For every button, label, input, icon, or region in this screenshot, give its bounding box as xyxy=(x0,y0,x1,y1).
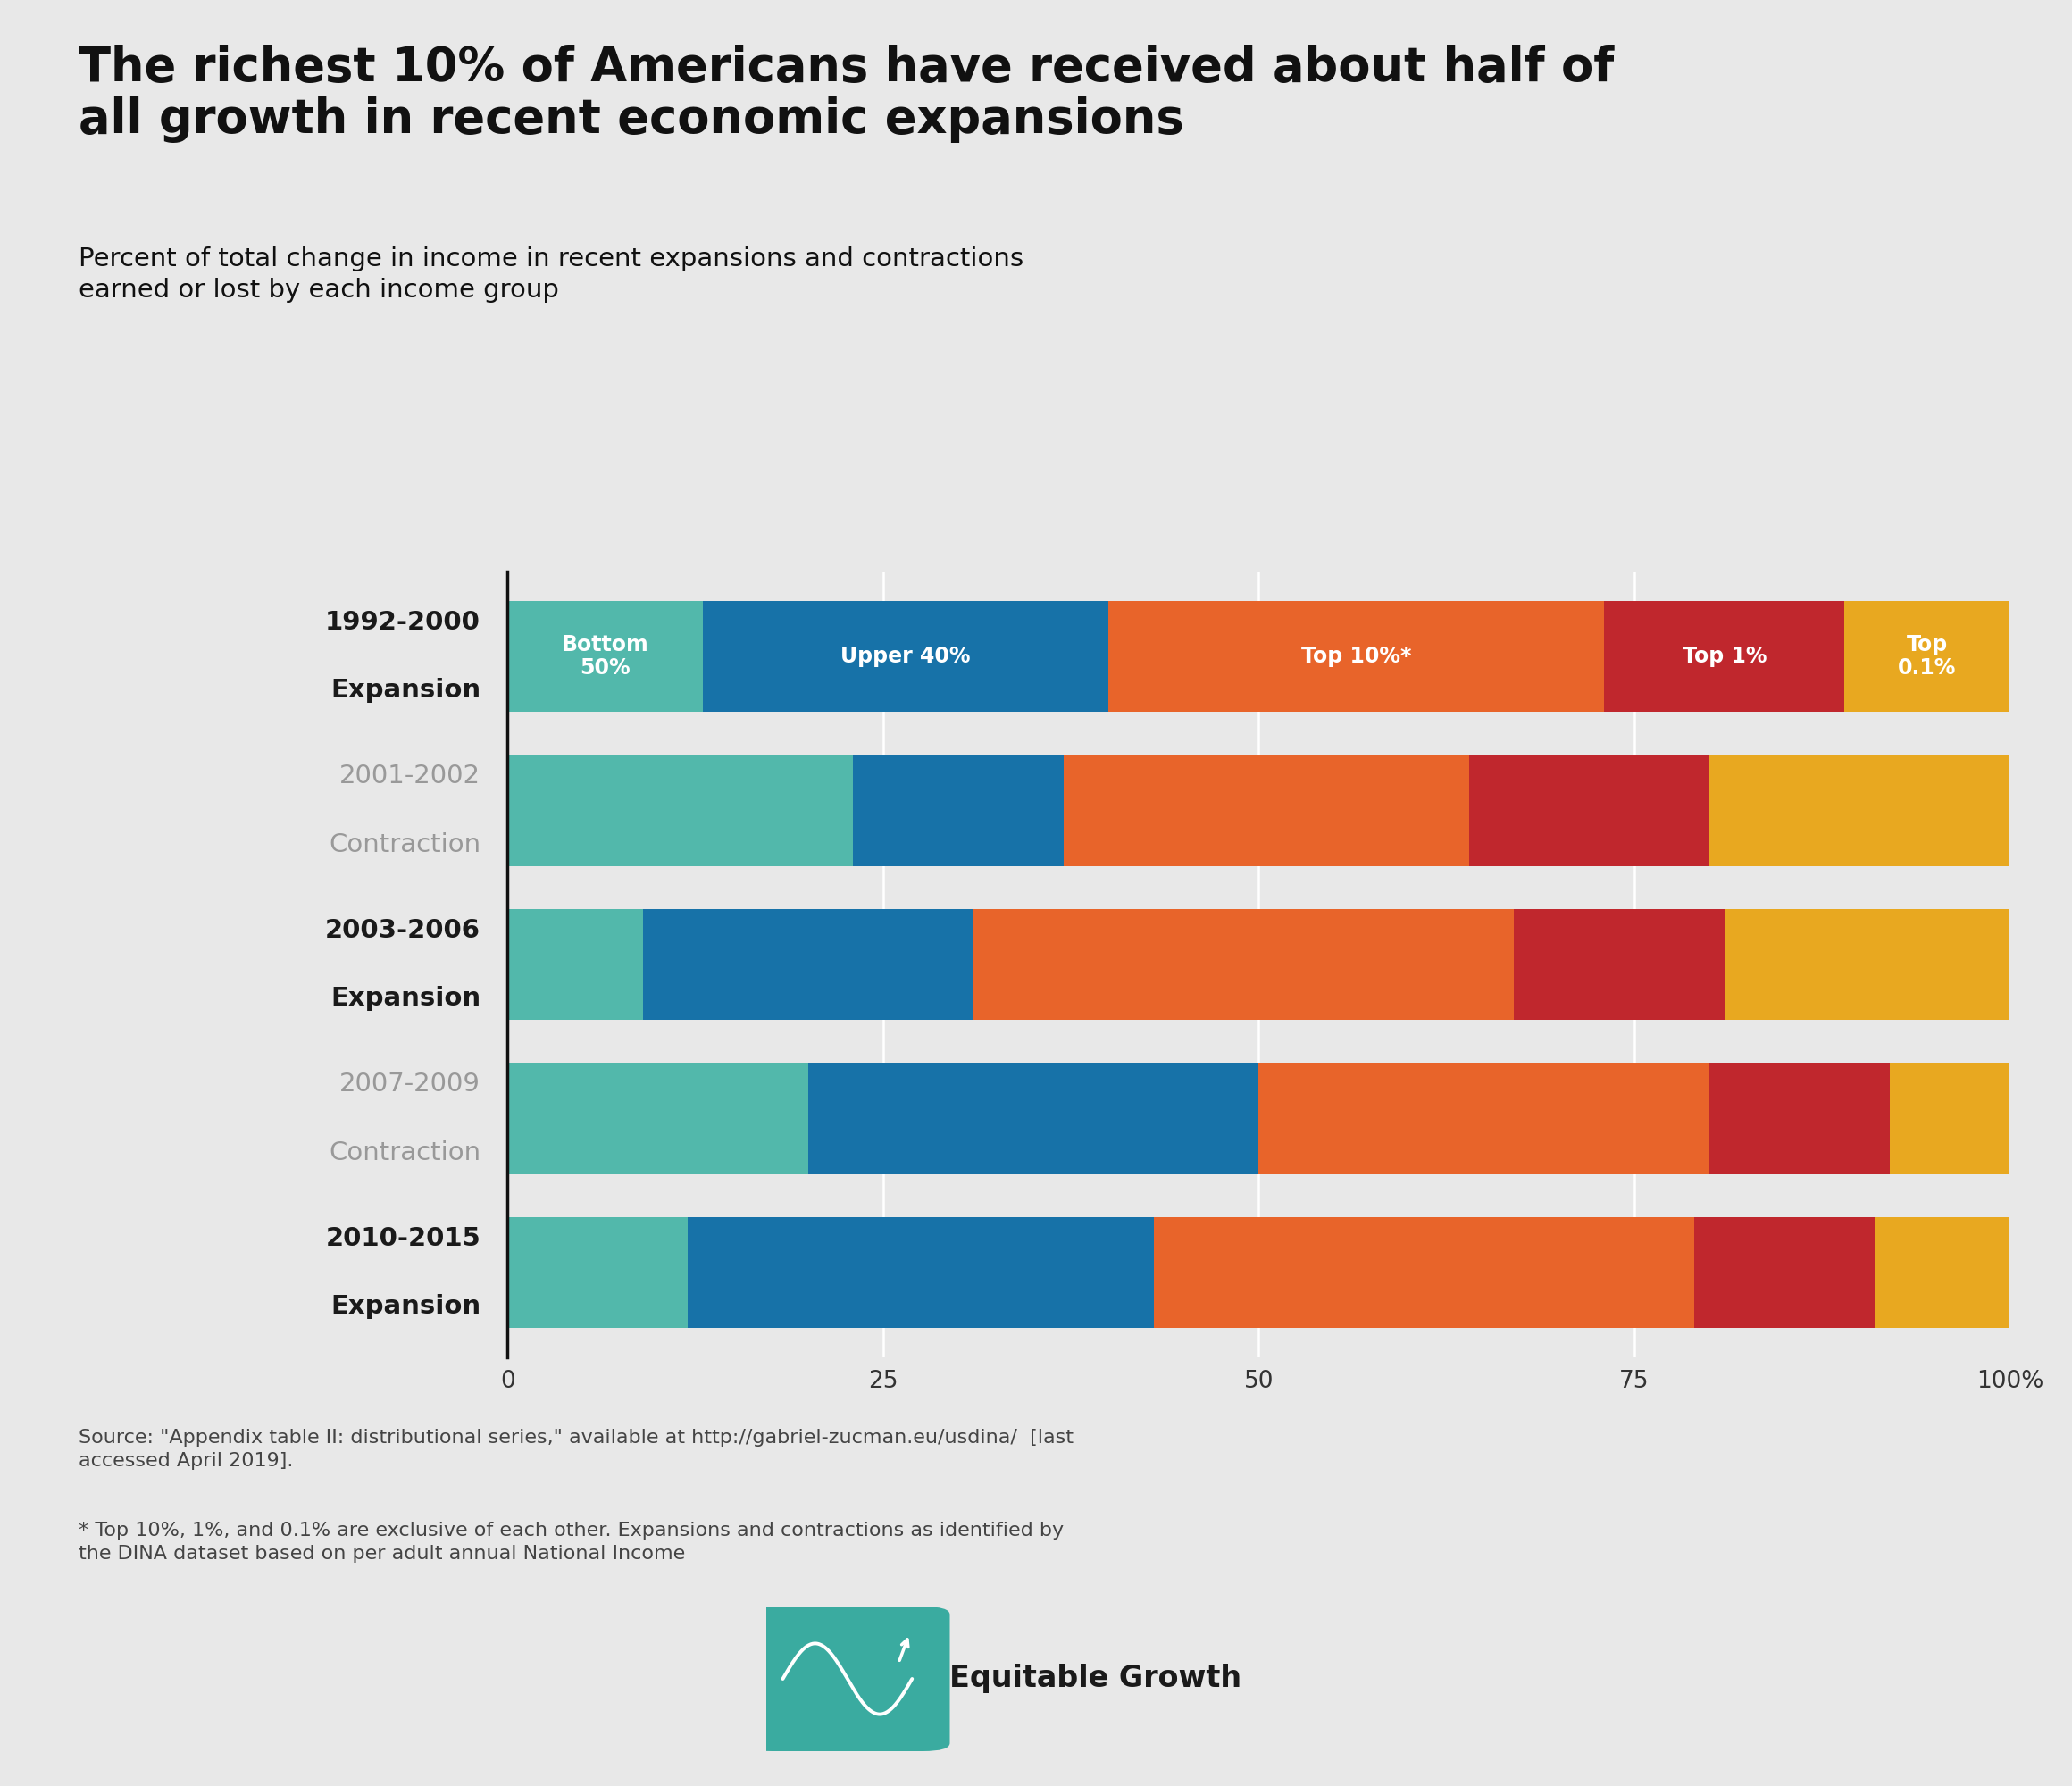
Bar xyxy=(508,600,702,713)
Text: 2010-2015: 2010-2015 xyxy=(325,1225,481,1250)
Bar xyxy=(1695,1216,1875,1329)
Bar xyxy=(642,909,974,1020)
Bar xyxy=(1154,1216,1695,1329)
Text: Contraction: Contraction xyxy=(329,832,481,857)
Bar xyxy=(854,755,1063,866)
Bar xyxy=(1875,1216,2010,1329)
Bar xyxy=(1709,1063,1890,1173)
Text: * Top 10%, 1%, and 0.1% are exclusive of each other. Expansions and contractions: * Top 10%, 1%, and 0.1% are exclusive of… xyxy=(79,1522,1063,1563)
Bar xyxy=(808,1063,1260,1173)
Bar xyxy=(1260,1063,1709,1173)
Bar xyxy=(688,1216,1154,1329)
Text: Upper 40%: Upper 40% xyxy=(841,645,970,666)
Bar xyxy=(1515,909,1724,1020)
Bar xyxy=(1724,909,2010,1020)
Bar xyxy=(1469,755,1709,866)
Text: Expansion: Expansion xyxy=(329,1295,481,1320)
Text: Top 1%: Top 1% xyxy=(1682,645,1767,666)
Text: Percent of total change in income in recent expansions and contractions
earned o: Percent of total change in income in rec… xyxy=(79,246,1024,302)
Text: 1992-2000: 1992-2000 xyxy=(325,609,481,634)
Bar xyxy=(1890,1063,2010,1173)
Bar xyxy=(1604,600,1844,713)
Text: Bottom
50%: Bottom 50% xyxy=(562,634,649,679)
Text: 2007-2009: 2007-2009 xyxy=(340,1072,481,1097)
Bar xyxy=(702,600,1109,713)
Text: Source: "Appendix table II: distributional series," available at http://gabriel-: Source: "Appendix table II: distribution… xyxy=(79,1429,1073,1470)
Text: 2003-2006: 2003-2006 xyxy=(325,918,481,943)
Text: Expansion: Expansion xyxy=(329,679,481,704)
Bar xyxy=(1709,755,2010,866)
Text: Top 10%*: Top 10%* xyxy=(1301,645,1411,666)
Bar xyxy=(508,1216,688,1329)
Bar xyxy=(508,1063,808,1173)
Text: Top
0.1%: Top 0.1% xyxy=(1898,634,1956,679)
Bar xyxy=(1063,755,1469,866)
Bar xyxy=(508,909,642,1020)
Bar xyxy=(974,909,1515,1020)
Bar xyxy=(1844,600,2010,713)
FancyBboxPatch shape xyxy=(746,1607,949,1750)
Bar xyxy=(1109,600,1604,713)
Text: Expansion: Expansion xyxy=(329,986,481,1011)
Text: The richest 10% of Americans have received about half of
all growth in recent ec: The richest 10% of Americans have receiv… xyxy=(79,45,1614,143)
Text: 2001-2002: 2001-2002 xyxy=(340,764,481,789)
Text: Contraction: Contraction xyxy=(329,1139,481,1164)
Bar xyxy=(508,755,854,866)
Text: Equitable Growth: Equitable Growth xyxy=(949,1665,1241,1693)
